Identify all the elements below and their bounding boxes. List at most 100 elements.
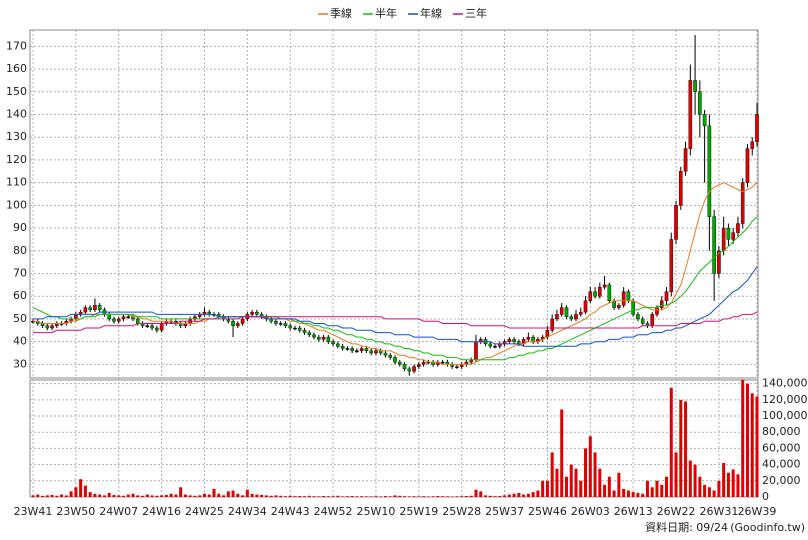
candle-body bbox=[293, 327, 297, 330]
volume-bar bbox=[274, 495, 278, 497]
x-tick-label: 24W52 bbox=[314, 505, 353, 518]
y-tick-label: 50 bbox=[13, 312, 27, 325]
candle-body bbox=[326, 336, 331, 342]
candle-body bbox=[688, 80, 693, 149]
volume-bar bbox=[350, 496, 354, 497]
volume-bar bbox=[388, 496, 392, 497]
volume-bar bbox=[364, 496, 368, 497]
volume-bar bbox=[55, 495, 59, 497]
volume-bar bbox=[698, 476, 702, 497]
candle-body bbox=[740, 182, 745, 224]
candle-body bbox=[731, 232, 735, 240]
volume-bar bbox=[684, 401, 688, 497]
candle-body bbox=[721, 227, 726, 251]
candle-body bbox=[231, 321, 235, 326]
x-tick-label: 23W41 bbox=[14, 505, 53, 518]
volume-bar bbox=[383, 496, 387, 497]
volume-bar bbox=[679, 399, 683, 497]
volume-bar bbox=[141, 495, 145, 497]
candle-body bbox=[493, 345, 497, 348]
volume-bar bbox=[541, 480, 545, 497]
volume-bar bbox=[636, 492, 640, 497]
volume-bar bbox=[526, 493, 530, 497]
volume-bar bbox=[688, 460, 692, 497]
x-tick-label: 24W07 bbox=[99, 505, 138, 518]
candle-body bbox=[316, 336, 321, 340]
y2-tick-label: 140,000 bbox=[762, 377, 808, 390]
volume-bar bbox=[150, 495, 154, 497]
volume-bar bbox=[374, 496, 378, 497]
candle-body bbox=[340, 345, 345, 349]
volume-bar bbox=[398, 495, 402, 497]
candle-body bbox=[745, 148, 750, 183]
volume-bar bbox=[445, 496, 449, 497]
candle-body bbox=[107, 314, 112, 320]
volume-bar bbox=[379, 496, 383, 497]
x-tick-label: 25W19 bbox=[399, 505, 438, 518]
volume-bar bbox=[403, 496, 407, 497]
volume-bar bbox=[550, 452, 554, 497]
x-tick-label: 25W37 bbox=[485, 505, 524, 518]
candle-body bbox=[350, 348, 354, 351]
volume-bar bbox=[555, 468, 559, 497]
volume-bar bbox=[193, 495, 197, 497]
volume-bar bbox=[612, 490, 616, 497]
candle-body bbox=[393, 357, 397, 363]
candle-body bbox=[274, 321, 278, 324]
candle-body bbox=[383, 352, 388, 356]
y-tick-label: 140 bbox=[6, 108, 27, 121]
candle-body bbox=[531, 336, 535, 342]
candle-body bbox=[712, 216, 716, 274]
volume-bar bbox=[198, 495, 202, 497]
x-tick-label: 26W31 bbox=[699, 505, 738, 518]
y-tick-label: 120 bbox=[6, 153, 27, 166]
candle-body bbox=[50, 325, 54, 329]
candle-body bbox=[312, 334, 316, 338]
ma-line bbox=[33, 266, 758, 347]
candle-body bbox=[278, 323, 283, 325]
volume-bar bbox=[536, 490, 540, 497]
candle-body bbox=[331, 341, 335, 345]
volume-bar bbox=[493, 496, 497, 497]
volume-bar bbox=[641, 493, 645, 497]
candle-body bbox=[155, 327, 159, 331]
candle-body bbox=[669, 239, 674, 292]
volume-bar bbox=[136, 495, 140, 497]
candle-body bbox=[407, 368, 412, 372]
y-tick-label: 70 bbox=[13, 267, 27, 280]
candle-body bbox=[659, 300, 664, 308]
candle-body bbox=[402, 364, 407, 370]
y-tick-label: 150 bbox=[6, 85, 27, 98]
volume-bar bbox=[560, 409, 564, 497]
y-tick-label: 60 bbox=[13, 289, 27, 302]
x-tick-label: 25W10 bbox=[357, 505, 396, 518]
candle-body bbox=[135, 318, 140, 324]
x-tick-label: 24W34 bbox=[228, 505, 267, 518]
candle-body bbox=[683, 148, 688, 172]
volume-bar bbox=[283, 496, 287, 497]
candle-body bbox=[97, 305, 102, 311]
candle-body bbox=[374, 350, 378, 354]
volume-bar bbox=[126, 494, 130, 497]
candle-body bbox=[126, 316, 131, 318]
legend-label: 年線 bbox=[420, 6, 442, 20]
y2-tick-label: 40,000 bbox=[762, 458, 801, 471]
volume-bar bbox=[712, 490, 716, 497]
volume-bar bbox=[207, 494, 211, 497]
volume-bar bbox=[626, 490, 630, 497]
candle-body bbox=[698, 91, 702, 115]
volume-bar bbox=[255, 494, 259, 497]
volume-bar bbox=[736, 474, 740, 497]
volume-bar bbox=[484, 495, 487, 497]
volume-bar bbox=[131, 493, 135, 497]
volume-bar bbox=[574, 468, 578, 497]
legend-label: 季線 bbox=[330, 6, 352, 20]
y2-tick-label: 20,000 bbox=[762, 474, 801, 487]
volume-bar bbox=[441, 496, 445, 497]
candle-body bbox=[397, 361, 402, 365]
volume-bar bbox=[83, 485, 87, 497]
candle-body bbox=[550, 318, 554, 331]
candle-body bbox=[440, 361, 445, 364]
candle-body bbox=[650, 314, 655, 326]
